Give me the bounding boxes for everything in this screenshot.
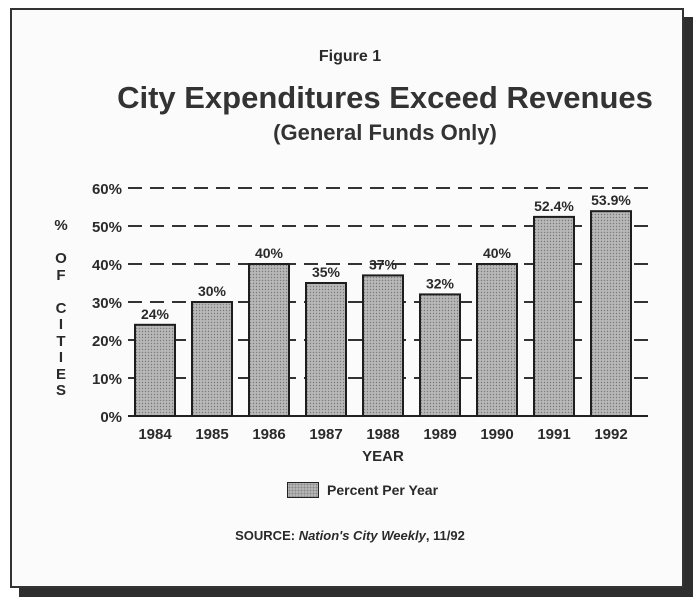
data-label: 40% (255, 245, 284, 261)
bar (533, 215, 575, 417)
bar (134, 323, 176, 417)
x-axis-title: YEAR (362, 448, 404, 465)
data-label: 32% (426, 275, 455, 291)
data-label: 35% (312, 264, 341, 280)
bar (419, 293, 461, 417)
chart-subtitle: (General Funds Only) (273, 120, 497, 145)
y-tick-label: 40% (92, 257, 122, 274)
data-label: 30% (198, 283, 227, 299)
y-tick-label: 30% (92, 295, 122, 312)
legend: Percent Per Year (287, 482, 438, 498)
bar (590, 210, 632, 417)
x-tick-label: 1989 (423, 426, 456, 443)
x-tick-label: 1992 (594, 426, 627, 443)
source-prefix: SOURCE: (235, 528, 299, 543)
x-tick-label: 1990 (480, 426, 513, 443)
y-tick-label: 10% (92, 371, 122, 388)
chart-title: City Expenditures Exceed Revenues (117, 80, 653, 115)
x-tick-label: 1986 (252, 426, 285, 443)
x-tick-label: 1988 (366, 426, 399, 443)
y-tick-label: 0% (100, 409, 122, 426)
y-tick-label: 60% (92, 181, 122, 198)
data-label: 24% (141, 306, 170, 322)
legend-label: Percent Per Year (327, 482, 439, 498)
x-tick-label: 1985 (195, 426, 228, 443)
x-tick-label: 1991 (537, 426, 570, 443)
figure-label: Figure 1 (318, 48, 382, 65)
y-tick-label: 50% (92, 219, 122, 236)
source-publication: Nation's City Weekly (298, 528, 426, 543)
bar (305, 282, 347, 417)
source-suffix: , 11/92 (425, 528, 465, 543)
data-label: 37% (369, 256, 398, 272)
data-label: 40% (483, 245, 512, 261)
bar (476, 263, 518, 417)
bar (362, 274, 404, 417)
bar (191, 301, 233, 417)
data-label: 52.4% (534, 198, 574, 214)
y-tick-label: 20% (92, 333, 122, 350)
source-note: SOURCE: Nation's City Weekly, 11/92 (0, 528, 700, 543)
x-tick-label: 1984 (138, 426, 172, 443)
legend-swatch (287, 482, 319, 498)
x-tick-label: 1987 (309, 426, 342, 443)
bar (248, 263, 290, 417)
data-label: 53.9% (591, 192, 631, 208)
y-axis-title: % O F C I T I E S (54, 217, 68, 399)
